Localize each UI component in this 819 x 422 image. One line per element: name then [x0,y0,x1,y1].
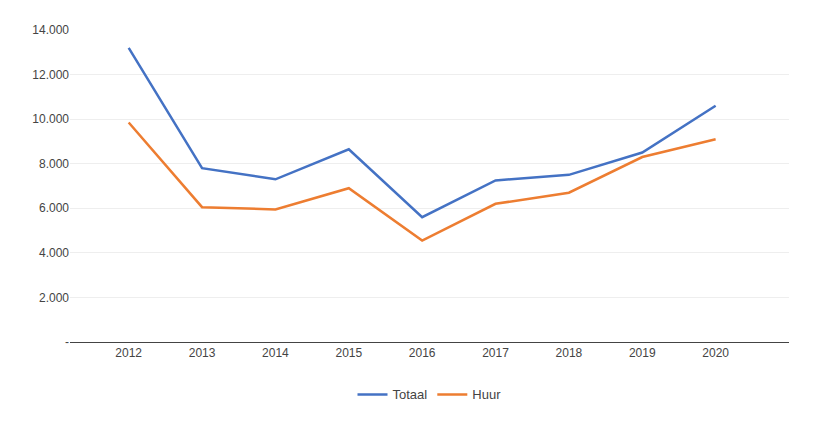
svg-text:2012: 2012 [115,346,142,360]
svg-text:Huur: Huur [472,387,501,402]
svg-text:2014: 2014 [262,346,289,360]
svg-text:14.000: 14.000 [32,23,69,37]
svg-text:Totaal: Totaal [393,387,428,402]
svg-text:4.000: 4.000 [39,246,69,260]
svg-text:2020: 2020 [702,346,729,360]
svg-text:2013: 2013 [189,346,216,360]
svg-text:2017: 2017 [482,346,509,360]
svg-text:2.000: 2.000 [39,291,69,305]
svg-text:2019: 2019 [629,346,656,360]
svg-text:2016: 2016 [409,346,436,360]
svg-text:10.000: 10.000 [32,112,69,126]
svg-text:8.000: 8.000 [39,157,69,171]
svg-text:12.000: 12.000 [32,68,69,82]
svg-text:-: - [65,335,69,349]
svg-text:2018: 2018 [556,346,583,360]
svg-text:2015: 2015 [335,346,362,360]
svg-text:6.000: 6.000 [39,201,69,215]
